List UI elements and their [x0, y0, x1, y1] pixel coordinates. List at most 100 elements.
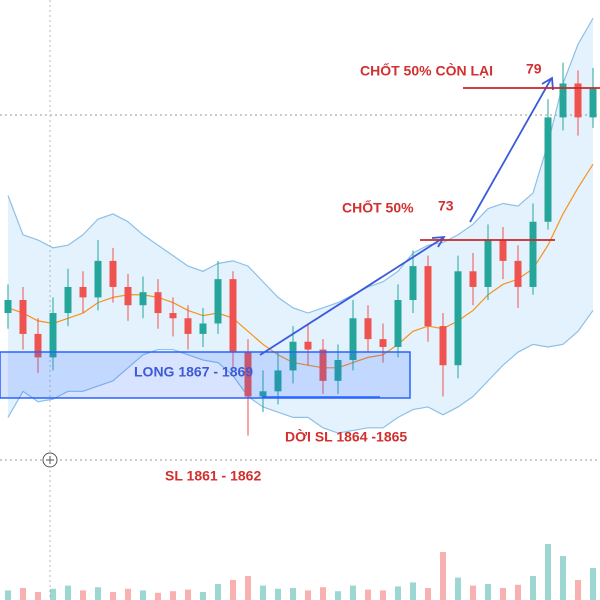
tp2-price: 79 — [526, 61, 542, 77]
candle-body — [334, 360, 342, 381]
volume-bar — [380, 590, 386, 600]
candle-body — [124, 286, 132, 306]
volume-bar — [590, 568, 596, 600]
volume-bar — [140, 590, 146, 600]
candle-body — [274, 370, 282, 392]
tp2-label: CHỐT 50% CÒN LẠI — [360, 62, 493, 79]
candle-body — [589, 88, 597, 118]
volume-bar — [80, 590, 86, 600]
arrow-head — [431, 235, 446, 248]
volume-bar — [485, 584, 491, 600]
candle-body — [379, 339, 387, 347]
volume-bar — [500, 588, 506, 600]
candle-body — [544, 117, 552, 222]
candle-body — [34, 333, 42, 358]
candle-body — [139, 292, 147, 306]
candle-body — [184, 318, 192, 334]
volume-bar — [95, 587, 101, 600]
candle-body — [364, 318, 372, 340]
candles — [4, 62, 597, 436]
volume-bar — [515, 584, 521, 600]
candle-body — [424, 266, 432, 327]
volume-bar — [20, 588, 26, 600]
add-button[interactable] — [42, 452, 58, 468]
candle-body — [109, 260, 117, 287]
candle-body — [409, 266, 417, 300]
volume-bar — [335, 591, 341, 600]
middle-band — [7, 164, 594, 369]
tp1-price: 73 — [438, 198, 454, 214]
volume-bar — [50, 588, 56, 600]
candle-body — [4, 300, 12, 314]
volume — [5, 544, 596, 600]
volume-bar — [560, 556, 566, 600]
volume-bar — [245, 576, 251, 600]
volume-bar — [350, 585, 356, 600]
volume-bar — [35, 592, 41, 600]
candle-body — [79, 286, 87, 298]
trend-arrow — [259, 237, 444, 356]
volume-bar — [125, 588, 131, 600]
volume-bar — [65, 585, 71, 600]
candle-body — [439, 326, 447, 366]
volume-bar — [170, 591, 176, 600]
volume-bar — [320, 587, 326, 600]
candle-body — [499, 240, 507, 261]
volume-bar — [200, 592, 206, 600]
lower-band — [7, 310, 594, 434]
volume-bar — [410, 582, 416, 600]
volume-bar — [395, 586, 401, 600]
volume-bar — [425, 588, 431, 600]
volume-bar — [530, 576, 536, 600]
candle-body — [514, 260, 522, 287]
volume-bar — [455, 577, 461, 600]
band-area — [8, 18, 593, 434]
volume-bar — [215, 584, 221, 600]
candle-body — [469, 271, 477, 287]
candle-body — [454, 271, 462, 366]
volume-bar — [290, 588, 296, 600]
candle-body — [169, 313, 177, 319]
candle-body — [319, 349, 327, 381]
long-zone — [0, 351, 411, 399]
volume-bar — [575, 580, 581, 600]
candle-body — [304, 341, 312, 350]
candle-body — [154, 292, 162, 314]
candle-body — [229, 279, 237, 353]
candle-body — [94, 260, 102, 298]
annotations: LONG 1867 - 1869 DỜI SL 1864 -1865 SL 18… — [0, 61, 600, 484]
sl-label: SL 1861 - 1862 — [165, 468, 261, 484]
candle-body — [349, 318, 357, 360]
volume-bar — [260, 585, 266, 600]
volume-bar — [5, 590, 11, 600]
candle-body — [559, 83, 567, 118]
tp1-label: CHỐT 50% — [342, 199, 414, 216]
candle-body — [289, 341, 297, 371]
volume-bar — [365, 589, 371, 600]
trend-arrow — [469, 78, 552, 223]
candle-body — [259, 391, 267, 397]
bollinger-bands — [7, 17, 594, 434]
volume-bar — [275, 588, 281, 600]
upper-band — [7, 17, 594, 314]
volume-bar — [305, 590, 311, 600]
arrow-head — [541, 76, 554, 91]
long-label: LONG 1867 - 1869 — [134, 364, 253, 380]
move-sl-label: DỜI SL 1864 -1865 — [285, 428, 407, 445]
volume-bar — [440, 552, 446, 600]
volume-bar — [185, 589, 191, 600]
candle-body — [484, 240, 492, 287]
volume-bar — [155, 592, 161, 600]
volume-bar — [545, 544, 551, 600]
candle-body — [214, 279, 222, 324]
candle-body — [244, 352, 252, 397]
candle-body — [529, 221, 537, 287]
volume-bar — [470, 585, 476, 600]
candle-body — [574, 83, 582, 118]
candle-body — [64, 286, 72, 314]
candle-body — [19, 300, 27, 334]
candle-body — [199, 323, 207, 334]
